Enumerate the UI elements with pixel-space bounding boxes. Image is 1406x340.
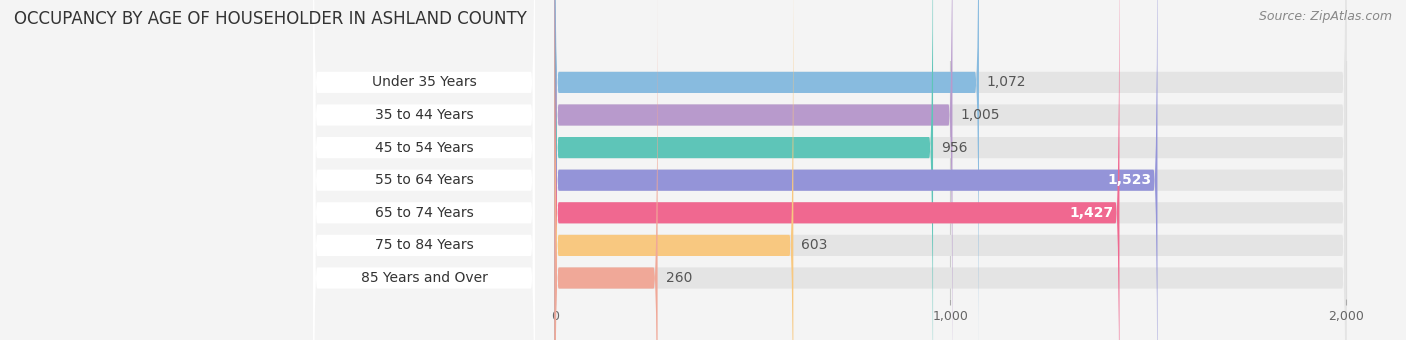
Text: 603: 603 [801, 238, 828, 252]
FancyBboxPatch shape [555, 0, 1346, 340]
FancyBboxPatch shape [555, 0, 934, 340]
FancyBboxPatch shape [555, 0, 1346, 340]
FancyBboxPatch shape [555, 0, 952, 340]
FancyBboxPatch shape [555, 0, 1346, 340]
Text: 85 Years and Over: 85 Years and Over [361, 271, 488, 285]
Text: OCCUPANCY BY AGE OF HOUSEHOLDER IN ASHLAND COUNTY: OCCUPANCY BY AGE OF HOUSEHOLDER IN ASHLA… [14, 10, 527, 28]
Text: 956: 956 [941, 141, 967, 155]
FancyBboxPatch shape [555, 0, 1346, 340]
FancyBboxPatch shape [314, 0, 534, 340]
FancyBboxPatch shape [555, 0, 658, 340]
FancyBboxPatch shape [555, 0, 1346, 340]
Text: 1,072: 1,072 [987, 75, 1026, 89]
Text: Source: ZipAtlas.com: Source: ZipAtlas.com [1258, 10, 1392, 23]
Text: 35 to 44 Years: 35 to 44 Years [375, 108, 474, 122]
Text: 45 to 54 Years: 45 to 54 Years [375, 141, 474, 155]
Text: 55 to 64 Years: 55 to 64 Years [375, 173, 474, 187]
FancyBboxPatch shape [555, 0, 979, 340]
FancyBboxPatch shape [314, 0, 534, 340]
FancyBboxPatch shape [555, 0, 1119, 340]
FancyBboxPatch shape [314, 0, 534, 340]
Text: 260: 260 [665, 271, 692, 285]
FancyBboxPatch shape [555, 0, 1346, 340]
FancyBboxPatch shape [314, 0, 534, 340]
FancyBboxPatch shape [555, 0, 793, 340]
Text: 65 to 74 Years: 65 to 74 Years [375, 206, 474, 220]
Text: 1,427: 1,427 [1070, 206, 1114, 220]
Text: 1,523: 1,523 [1108, 173, 1152, 187]
FancyBboxPatch shape [314, 0, 534, 340]
Text: Under 35 Years: Under 35 Years [371, 75, 477, 89]
Text: 75 to 84 Years: 75 to 84 Years [375, 238, 474, 252]
Text: 1,005: 1,005 [960, 108, 1000, 122]
FancyBboxPatch shape [314, 0, 534, 340]
FancyBboxPatch shape [555, 0, 1346, 340]
FancyBboxPatch shape [555, 0, 1157, 340]
FancyBboxPatch shape [314, 0, 534, 340]
